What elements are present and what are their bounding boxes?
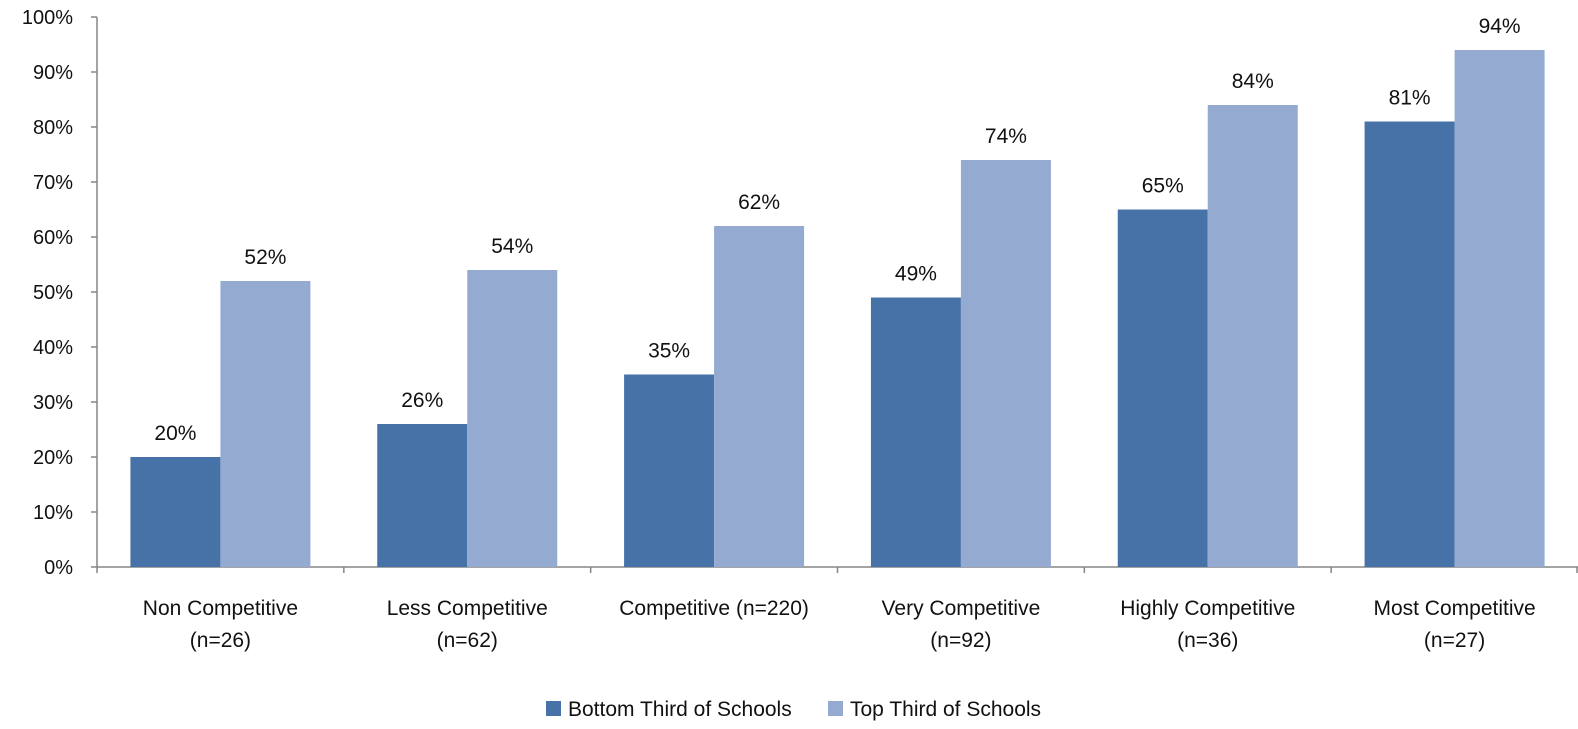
- category-label: (n=62): [437, 629, 498, 652]
- data-label: 81%: [1389, 87, 1431, 110]
- data-label: 94%: [1479, 15, 1521, 38]
- data-label: 35%: [648, 340, 690, 363]
- bar: [624, 374, 715, 567]
- category-label: (n=36): [1177, 629, 1238, 652]
- category-label: (n=92): [930, 629, 991, 652]
- bar: [1364, 121, 1455, 567]
- data-label: 54%: [491, 235, 533, 258]
- category-label: Non Competitive: [143, 597, 298, 620]
- legend: Bottom Third of Schools Top Third of Scho…: [546, 698, 1041, 721]
- bar: [467, 270, 558, 567]
- category-label: Most Competitive: [1373, 597, 1535, 620]
- data-labels: 20% 26% 35% 49% 65% 81% 52% 54% 62% 74% 84% 94%: [154, 15, 1520, 445]
- legend-swatch: [828, 701, 843, 716]
- data-label: 52%: [244, 246, 286, 269]
- category-label: Highly Competitive: [1120, 597, 1295, 620]
- y-tick-label: 0%: [44, 557, 73, 579]
- category-label: (n=27): [1424, 629, 1485, 652]
- y-tick-label: 50%: [33, 282, 73, 304]
- bar: [130, 457, 221, 567]
- legend-label: Bottom Third of Schools: [568, 698, 792, 721]
- category-label: Less Competitive: [387, 597, 548, 620]
- legend-label: Top Third of Schools: [850, 698, 1041, 721]
- y-tick-label: 70%: [33, 172, 73, 194]
- y-tick-label: 90%: [33, 62, 73, 84]
- legend-swatch: [546, 701, 561, 716]
- category-label: Very Competitive: [882, 597, 1041, 620]
- y-tick-label: 80%: [33, 117, 73, 139]
- y-tick-label: 30%: [33, 392, 73, 414]
- y-tick-label: 60%: [33, 227, 73, 249]
- data-label: 20%: [154, 422, 196, 445]
- bar: [870, 297, 961, 567]
- x-axis: Non Competitive (n=26) Less Competitive (n=…: [96, 566, 1578, 652]
- y-tick-label: 20%: [33, 447, 73, 469]
- y-tick-label: 10%: [33, 502, 73, 524]
- bars: [130, 50, 1545, 567]
- y-tick-label: 40%: [33, 337, 73, 359]
- bar: [1454, 50, 1545, 567]
- bar: [1207, 105, 1298, 567]
- data-label: 84%: [1232, 70, 1274, 93]
- bar: [220, 281, 311, 567]
- data-label: 74%: [985, 125, 1027, 148]
- y-tick-label: 100%: [22, 7, 73, 29]
- bar: [377, 424, 468, 567]
- data-label: 65%: [1142, 175, 1184, 198]
- category-label: Competitive (n=220): [619, 597, 809, 620]
- data-label: 26%: [401, 389, 443, 412]
- y-axis: 0% 10% 20% 30% 40% 50% 60% 70% 80% 90% 100%: [22, 7, 98, 579]
- data-label: 49%: [895, 263, 937, 286]
- bar: [960, 160, 1051, 567]
- bar: [1117, 209, 1208, 567]
- category-label: (n=26): [190, 629, 251, 652]
- bar: [714, 226, 805, 567]
- data-label: 62%: [738, 191, 780, 214]
